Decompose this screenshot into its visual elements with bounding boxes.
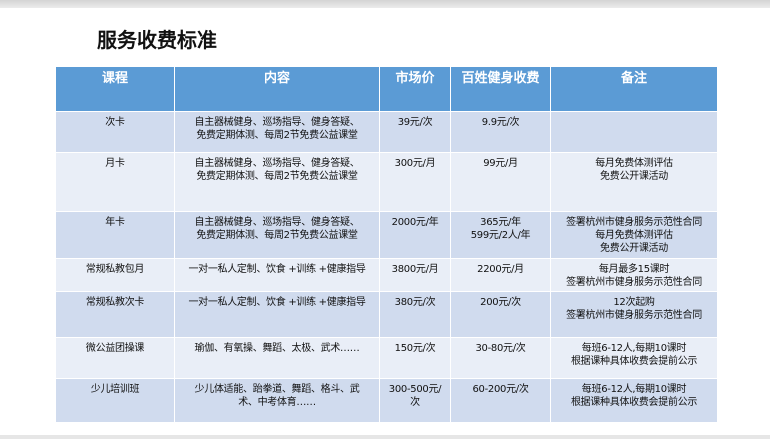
content-line: 一对一私人定制、饮食 +训练 +健康指导: [188, 264, 366, 275]
cell-note: 每月最多15课时签署杭州市健身服务示范性合同: [550, 258, 718, 292]
cell-market: 2000元/年: [379, 211, 451, 259]
note-line: 免费公开课活动: [600, 171, 668, 182]
table-row: 次卡 自主器械健身、巡场指导、健身答疑、 免费定期体测、每周2节免费公益课堂 39元/…: [55, 111, 718, 153]
cell-note: 每班6-12人,每期10课时 根据课种具体收费会提前公示: [550, 378, 718, 423]
table-row: 年卡 自主器械健身、巡场指导、健身答疑、 免费定期体测、每周2节免费公益课堂 2000…: [55, 211, 718, 259]
cell-market: 300-500元/次: [379, 378, 451, 423]
market-line: 次: [410, 397, 420, 408]
cell-course: 年卡: [55, 211, 175, 259]
fee-line: 9.9元/次: [481, 117, 520, 128]
cell-note: 签署杭州市健身服务示范性合同 每月免费体测评估 免费公开课活动: [550, 211, 718, 259]
fee-line: 30-80元/次: [475, 343, 526, 354]
cell-market: 39元/次: [379, 111, 451, 153]
cell-content: 自主器械健身、巡场指导、健身答疑、 免费定期体测、每周2节免费公益课堂: [174, 152, 380, 212]
cell-content: 一对一私人定制、饮食 +训练 +健康指导: [174, 291, 380, 338]
cell-fee: 30-80元/次: [450, 337, 551, 379]
pricing-table: 课程 内容 市场价 百姓健身收费 备注 次卡 自主器械健身、巡场指导、健身答疑、免…: [55, 66, 718, 423]
content-line: 免费定期体测、每周2节免费公益课堂: [196, 230, 358, 241]
cell-note: 每月免费体测评估 免费公开课活动: [550, 152, 718, 212]
cell-note: 12次起购签署杭州市健身服务示范性合同: [550, 291, 718, 338]
cell-content: 自主器械健身、巡场指导、健身答疑、 免费定期体测、每周2节免费公益课堂: [174, 111, 380, 153]
page-title: 服务收费标准: [97, 28, 217, 52]
cell-course: 次卡: [55, 111, 175, 153]
note-line: 根据课种具体收费会提前公示: [570, 356, 698, 367]
content-line: 瑜伽、有氧操、舞蹈、太极、武术……: [194, 343, 360, 354]
note-line: 每月最多15课时: [598, 264, 670, 275]
note-line: 每班6-12人,每期10课时: [581, 343, 687, 354]
cell-content: 瑜伽、有氧操、舞蹈、太极、武术……: [174, 337, 380, 379]
note-line: 签署杭州市健身服务示范性合同: [566, 277, 702, 288]
cell-fee: 2200元/月: [450, 258, 551, 292]
header-public-fee: 百姓健身收费: [450, 66, 551, 112]
cell-market: 300元/月: [379, 152, 451, 212]
table-row: 少儿培训班 少儿体适能、跆拳道、舞蹈、格斗、武 术、中考体育…… 300-500元/次…: [55, 378, 718, 423]
content-line: 一对一私人定制、饮食 +训练 +健康指导: [188, 297, 366, 308]
note-line: 根据课种具体收费会提前公示: [570, 397, 698, 408]
note-line: 每班6-12人,每期10课时: [581, 384, 687, 395]
cell-content: 少儿体适能、跆拳道、舞蹈、格斗、武 术、中考体育……: [174, 378, 380, 423]
note-line: 签署杭州市健身服务示范性合同: [566, 310, 702, 321]
cell-course: 少儿培训班: [55, 378, 175, 423]
cell-fee: 99元/月: [450, 152, 551, 212]
market-line: 150元/次: [394, 343, 436, 354]
content-line: 自主器械健身、巡场指导、健身答疑、: [194, 117, 360, 128]
header-note: 备注: [550, 66, 718, 112]
header-market-price: 市场价: [379, 66, 451, 112]
cell-note: [550, 111, 718, 153]
market-line: 3800元/月: [391, 264, 439, 275]
cell-fee: 200元/次: [450, 291, 551, 338]
market-line: 2000元/年: [391, 217, 439, 228]
note-line: 签署杭州市健身服务示范性合同: [566, 217, 702, 228]
fee-line: 200元/次: [480, 297, 521, 308]
cell-note: 每班6-12人,每期10课时 根据课种具体收费会提前公示: [550, 337, 718, 379]
fee-line: 365元/年: [480, 217, 521, 228]
cell-content: 自主器械健身、巡场指导、健身答疑、 免费定期体测、每周2节免费公益课堂: [174, 211, 380, 259]
note-line: 每月免费体测评估: [595, 158, 673, 169]
cell-market: 150元/次: [379, 337, 451, 379]
cell-fee: 365元/年 599元/2人/年: [450, 211, 551, 259]
content-line: 免费定期体测、每周2节免费公益课堂: [196, 130, 358, 141]
cell-market: 3800元/月: [379, 258, 451, 292]
cell-fee: 60-200元/次: [450, 378, 551, 423]
cell-fee: 9.9元/次: [450, 111, 551, 153]
cell-course: 常规私教包月: [55, 258, 175, 292]
bottom-bar: [0, 435, 770, 439]
content-line: 自主器械健身、巡场指导、健身答疑、: [194, 217, 360, 228]
content-line: 少儿体适能、跆拳道、舞蹈、格斗、武: [194, 384, 360, 395]
cell-course: 常规私教次卡: [55, 291, 175, 338]
fee-line: 99元/月: [483, 158, 518, 169]
market-line: 300-500元/: [388, 384, 442, 395]
fee-line: 60-200元/次: [472, 384, 529, 395]
table-header: 课程 内容 市场价 百姓健身收费 备注: [55, 66, 718, 112]
cell-content: 一对一私人定制、饮食 +训练 +健康指导: [174, 258, 380, 292]
content-line: 自主器械健身、巡场指导、健身答疑、: [194, 158, 360, 169]
table-row: 月卡 自主器械健身、巡场指导、健身答疑、 免费定期体测、每周2节免费公益课堂 300元…: [55, 152, 718, 212]
cell-market: 380元/次: [379, 291, 451, 338]
note-line: 免费公开课活动: [600, 243, 668, 254]
market-line: 300元/月: [394, 158, 436, 169]
content-line: 免费定期体测、每周2节免费公益课堂: [196, 171, 358, 182]
note-line: 每月免费体测评估: [595, 230, 673, 241]
market-line: 39元/次: [397, 117, 433, 128]
note-line: 12次起购: [613, 297, 655, 308]
fee-line: 599元/2人/年: [470, 230, 531, 241]
table-row: 微公益团操课 瑜伽、有氧操、舞蹈、太极、武术…… 150元/次 30-80元/次 每班6…: [55, 337, 718, 379]
top-bar: [0, 0, 770, 8]
fee-line: 2200元/月: [477, 264, 524, 275]
market-line: 380元/次: [394, 297, 436, 308]
content-line: 术、中考体育……: [238, 397, 316, 408]
header-course: 课程: [55, 66, 175, 112]
cell-course: 微公益团操课: [55, 337, 175, 379]
table-row: 常规私教包月 一对一私人定制、饮食 +训练 +健康指导 3800元/月 2200元/月…: [55, 258, 718, 292]
header-content: 内容: [174, 66, 380, 112]
cell-course: 月卡: [55, 152, 175, 212]
table-row: 常规私教次卡 一对一私人定制、饮食 +训练 +健康指导 380元/次 200元/次 12…: [55, 291, 718, 338]
